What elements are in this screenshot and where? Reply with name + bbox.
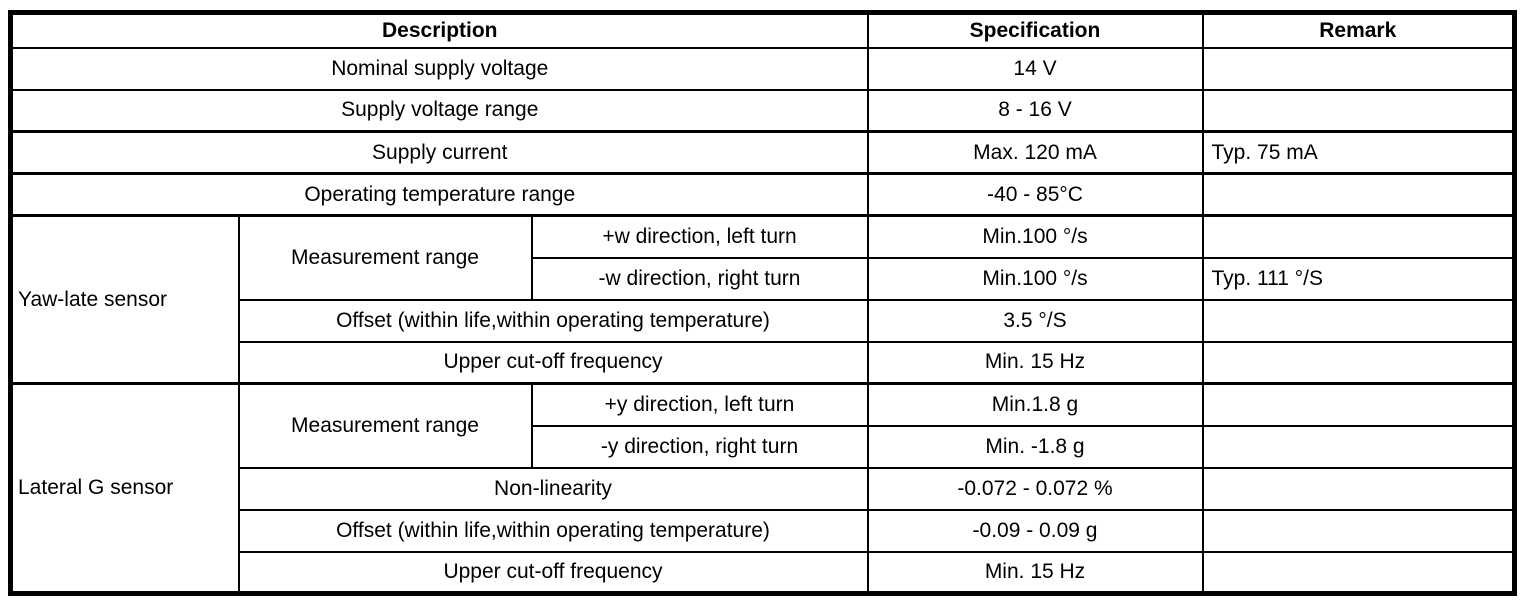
- description-cell: Nominal supply voltage: [9, 47, 869, 91]
- table-row: Upper cut-off frequency Min. 15 Hz: [11, 340, 1516, 385]
- header-specification-cell: Specification: [866, 11, 1204, 49]
- sensor-name-cell: Lateral G sensor: [9, 382, 240, 595]
- remark-cell: [1201, 466, 1516, 511]
- specification-cell: 3.5 °/S: [866, 298, 1204, 343]
- sensor-spec-table: Description Specification Remark Nominal…: [8, 10, 1517, 596]
- direction-cell: +w direction, left turn: [530, 215, 869, 259]
- specification-cell: -40 - 85°C: [866, 172, 1204, 217]
- specification-cell: -0.09 - 0.09 g: [866, 508, 1204, 553]
- remark-cell: [1201, 340, 1516, 385]
- specification-cell: Min.1.8 g: [866, 383, 1204, 427]
- specification-cell: Min. 15 Hz: [866, 340, 1204, 385]
- remark-cell: [1201, 215, 1516, 259]
- direction-cell: +y direction, left turn: [530, 383, 869, 427]
- table-row: Offset (within life,within operating tem…: [11, 298, 1516, 343]
- description-cell: Upper cut-off frequency: [237, 340, 869, 385]
- remark-cell: [1201, 298, 1516, 343]
- specification-cell: 8 - 16 V: [866, 88, 1204, 133]
- measurement-range-cell: Measurement range: [237, 214, 533, 301]
- header-description-cell: Description: [9, 11, 869, 49]
- remark-cell: Typ. 111 °/S: [1201, 256, 1516, 301]
- specification-cell: Max. 120 mA: [866, 130, 1204, 175]
- table-row: Offset (within life,within operating tem…: [11, 508, 1516, 553]
- remark-cell: [1201, 508, 1516, 553]
- sensor-name-cell: Yaw-late sensor: [9, 214, 240, 385]
- table-row: Yaw-late sensor Measurement range +w dir…: [9, 214, 1516, 385]
- description-cell: Offset (within life,within operating tem…: [237, 508, 869, 553]
- specification-cell: 14 V: [866, 47, 1204, 91]
- direction-cell: -w direction, right turn: [530, 256, 869, 301]
- remark-cell: Typ. 75 mA: [1201, 130, 1516, 175]
- description-cell: Supply voltage range: [9, 88, 869, 133]
- table-row: Supply current Max. 120 mA Typ. 75 mA: [9, 130, 1516, 175]
- table-row: Non-linearity -0.072 - 0.072 %: [11, 466, 1516, 511]
- table-row: -y direction, right turn Min. -1.8 g: [11, 424, 1516, 469]
- specification-cell: Min.100 °/s: [866, 256, 1204, 301]
- description-cell: Operating temperature range: [9, 172, 869, 217]
- description-cell: Offset (within life,within operating tem…: [237, 298, 869, 343]
- table-row: Supply voltage range 8 - 16 V: [9, 88, 1516, 133]
- header-remark-cell: Remark: [1201, 11, 1516, 49]
- measurement-range-cell: Measurement range: [237, 382, 533, 469]
- direction-cell: -y direction, right turn: [530, 424, 869, 469]
- remark-cell: [1201, 550, 1516, 595]
- specification-cell: Min. -1.8 g: [866, 424, 1204, 469]
- description-cell: Non-linearity: [237, 466, 869, 511]
- remark-cell: [1201, 88, 1516, 133]
- specification-cell: -0.072 - 0.072 %: [866, 466, 1204, 511]
- table-row: Upper cut-off frequency Min. 15 Hz: [11, 550, 1516, 595]
- remark-cell: [1201, 424, 1516, 469]
- remark-cell: [1201, 383, 1516, 427]
- specification-cell: Min.100 °/s: [866, 215, 1204, 259]
- table-row: Nominal supply voltage 14 V: [9, 47, 1516, 91]
- remark-cell: [1201, 172, 1516, 217]
- remark-cell: [1201, 47, 1516, 91]
- header-row: Description Specification Remark: [9, 11, 1516, 49]
- description-cell: Supply current: [9, 130, 869, 175]
- table-row: -w direction, right turn Min.100 °/s Typ…: [11, 256, 1516, 301]
- table-row: Lateral G sensor Measurement range +y di…: [9, 382, 1516, 595]
- specification-cell: Min. 15 Hz: [866, 550, 1204, 595]
- table-row: Operating temperature range -40 - 85°C: [9, 172, 1516, 217]
- description-cell: Upper cut-off frequency: [237, 550, 869, 595]
